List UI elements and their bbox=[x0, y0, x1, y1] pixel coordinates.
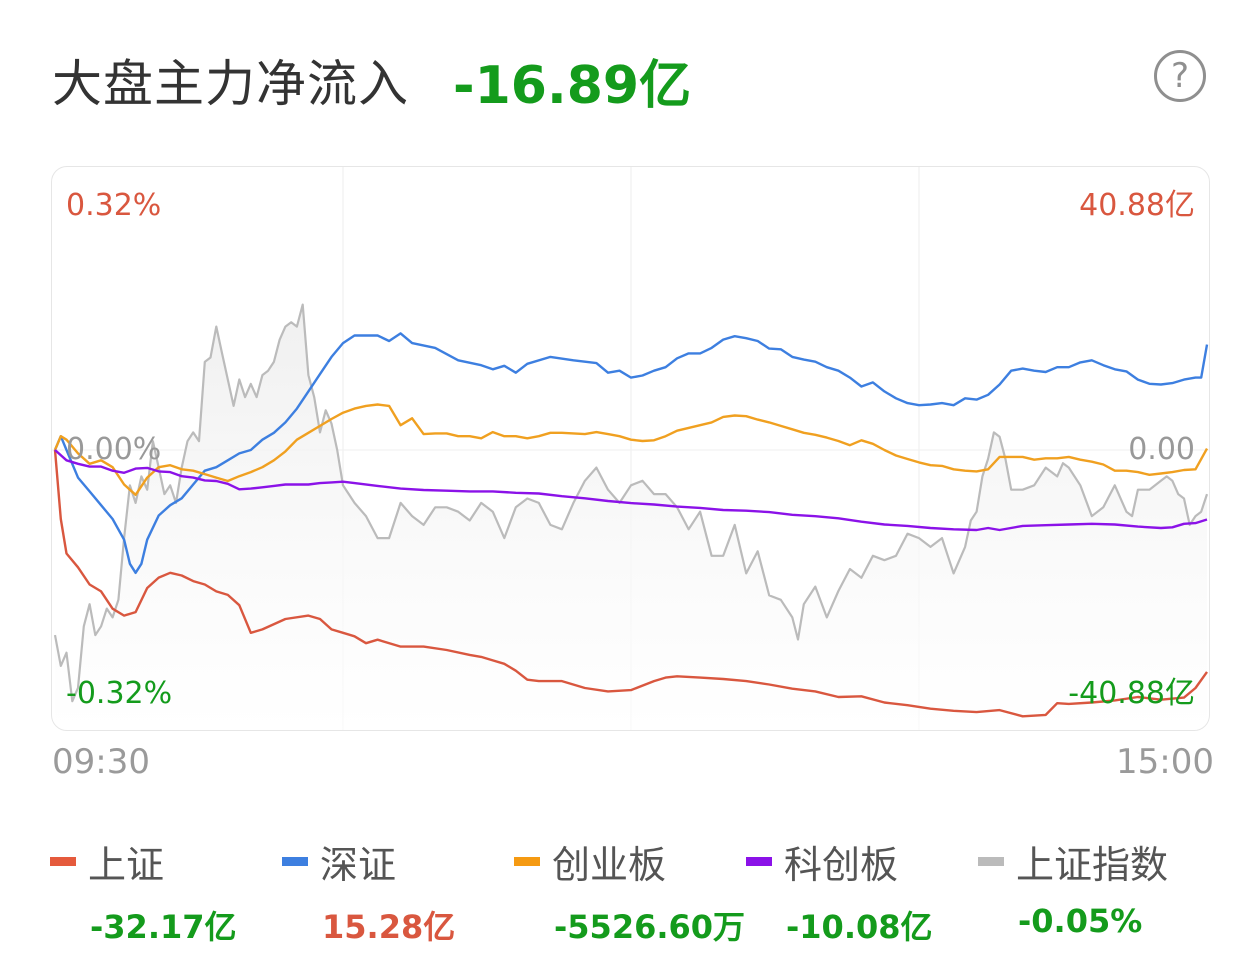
right-axis-top-label: 40.88亿 bbox=[1079, 188, 1195, 223]
legend-label: 上证指数 bbox=[1016, 842, 1169, 887]
star-market-swatch-icon bbox=[746, 856, 772, 866]
right-axis-bottom-label: -40.88亿 bbox=[1068, 676, 1195, 711]
help-button[interactable]: ? bbox=[1154, 50, 1206, 102]
series-line-2 bbox=[53, 403, 1209, 496]
chinext-swatch-icon bbox=[514, 856, 540, 866]
legend-item-shenzhen[interactable]: 深证 15.28亿 bbox=[282, 838, 455, 948]
chart-container[interactable]: 0.32% 0.00% -0.32% 40.88亿 0.00 -40.88亿 bbox=[51, 166, 1210, 731]
legend-value: -5526.60万 bbox=[554, 908, 746, 946]
legend: 上证 -32.17亿 深证 15.28亿 创业板 -5526.60万 科创板 -… bbox=[0, 838, 1260, 958]
series-line-1 bbox=[53, 332, 1209, 574]
sse-index-swatch-icon bbox=[978, 856, 1004, 866]
legend-item-sse-index[interactable]: 上证指数 -0.05% bbox=[978, 838, 1168, 940]
series-line-3 bbox=[54, 449, 1208, 532]
legend-item-star-market[interactable]: 科创板 -10.08亿 bbox=[746, 838, 933, 948]
legend-item-shanghai[interactable]: 上证 -32.17亿 bbox=[50, 838, 237, 948]
left-axis-mid-label: 0.00% bbox=[66, 432, 162, 467]
left-axis-bottom-label: -0.32% bbox=[66, 676, 173, 711]
question-circle-icon: ? bbox=[1170, 56, 1190, 96]
legend-label: 深证 bbox=[320, 842, 397, 887]
time-start-label: 09:30 bbox=[52, 742, 150, 782]
series-line-4 bbox=[53, 303, 1209, 703]
legend-value: -32.17亿 bbox=[90, 908, 237, 946]
total-net-inflow-value: -16.89亿 bbox=[453, 55, 692, 116]
legend-value: 15.28亿 bbox=[322, 908, 456, 946]
left-axis-top-label: 0.32% bbox=[66, 188, 162, 223]
right-axis-mid-label: 0.00 bbox=[1128, 432, 1195, 467]
page-title: 大盘主力净流入 bbox=[52, 55, 409, 113]
legend-value: -0.05% bbox=[1018, 902, 1143, 940]
header: 大盘主力净流入 -16.89亿 bbox=[52, 40, 691, 120]
line-chart bbox=[52, 167, 1209, 730]
legend-label: 创业板 bbox=[552, 842, 667, 887]
legend-item-chinext[interactable]: 创业板 -5526.60万 bbox=[514, 838, 745, 948]
shenzhen-swatch-icon bbox=[282, 856, 308, 866]
shanghai-swatch-icon bbox=[50, 856, 76, 866]
legend-label: 科创板 bbox=[784, 842, 899, 887]
time-end-label: 15:00 bbox=[1116, 742, 1214, 782]
legend-label: 上证 bbox=[88, 842, 165, 887]
series-line-0 bbox=[53, 449, 1208, 718]
legend-value: -10.08亿 bbox=[786, 908, 933, 946]
